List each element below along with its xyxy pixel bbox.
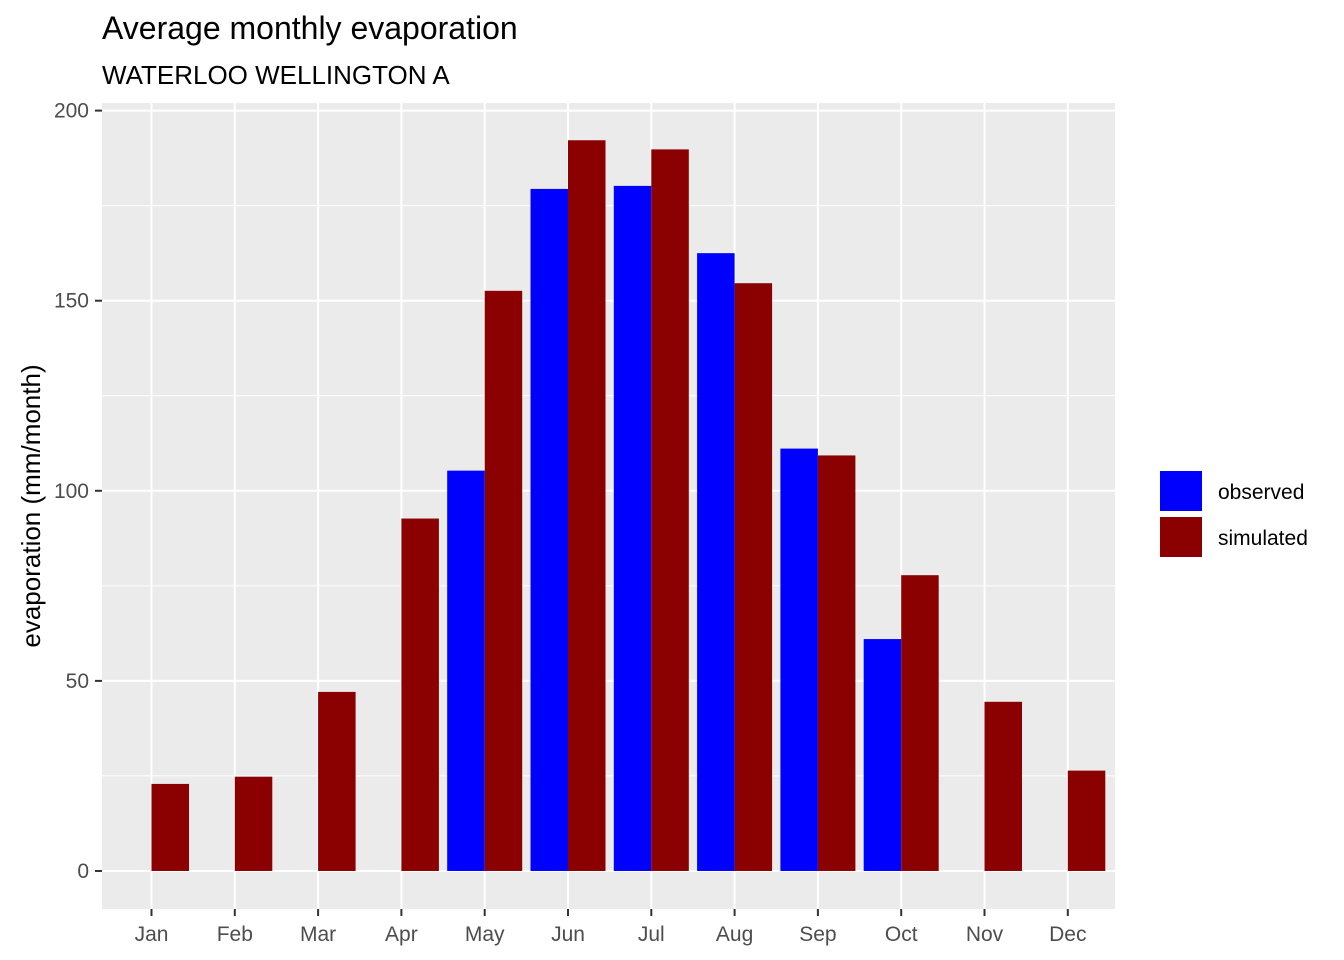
bar-simulated-jul [651, 149, 689, 871]
x-tick-label: Feb [217, 923, 253, 946]
legend-key-simulated [1158, 515, 1204, 559]
x-tick-label: Jul [638, 923, 665, 946]
x-tick-label: Jan [135, 923, 169, 946]
x-tick-label: Nov [966, 923, 1004, 946]
x-tick-label: Aug [716, 923, 753, 946]
y-tick-label: 150 [54, 290, 89, 313]
y-tick-label: 100 [54, 480, 89, 503]
bar-simulated-sep [817, 455, 856, 871]
bars-layer [151, 140, 1106, 871]
y-axis-title: evaporation (mm/month) [16, 364, 46, 647]
bar-observed-jul [613, 185, 652, 871]
bar-observed-aug [697, 253, 735, 871]
minor-grid [102, 205, 1115, 777]
x-tick-label: Oct [885, 923, 918, 946]
chart-subtitle: WATERLOO WELLINGTON A [102, 60, 450, 90]
bar-simulated-jun [568, 140, 606, 871]
legend: observed simulated [1158, 469, 1308, 559]
bar-simulated-aug [734, 283, 773, 871]
x-tick-label: Mar [300, 923, 336, 946]
bar-simulated-dec [1067, 770, 1106, 871]
bar-simulated-oct [901, 575, 939, 871]
y-axis: 0 50 100 150 200 [54, 100, 102, 883]
x-tick-label: Sep [799, 923, 836, 946]
y-tick-label: 0 [77, 860, 89, 883]
bar-observed-sep [780, 448, 818, 871]
bar-simulated-mar [318, 691, 356, 871]
x-axis: Jan Feb Mar Apr May Jun Jul Aug Sep Oct Nov Dec [135, 909, 1086, 946]
plot-panel [102, 103, 1115, 909]
bar-observed-jun [530, 188, 568, 871]
bar-observed-oct [863, 639, 902, 871]
x-tick-label: Jun [551, 923, 585, 946]
x-tick-label: Dec [1049, 923, 1086, 946]
bar-simulated-may [484, 290, 523, 871]
bar-observed-may [447, 470, 485, 871]
x-tick-label: Apr [385, 923, 418, 946]
y-tick-label: 50 [66, 670, 89, 693]
bar-simulated-jan [151, 783, 189, 871]
bar-simulated-apr [401, 518, 439, 871]
legend-label-simulated: simulated [1218, 527, 1308, 550]
bar-simulated-feb [234, 776, 273, 871]
legend-label-observed: observed [1218, 481, 1304, 504]
x-tick-label: May [465, 923, 505, 946]
legend-key-observed [1158, 469, 1204, 513]
bar-simulated-nov [984, 701, 1022, 871]
chart-title: Average monthly evaporation [102, 10, 518, 46]
y-tick-label: 200 [54, 100, 89, 123]
